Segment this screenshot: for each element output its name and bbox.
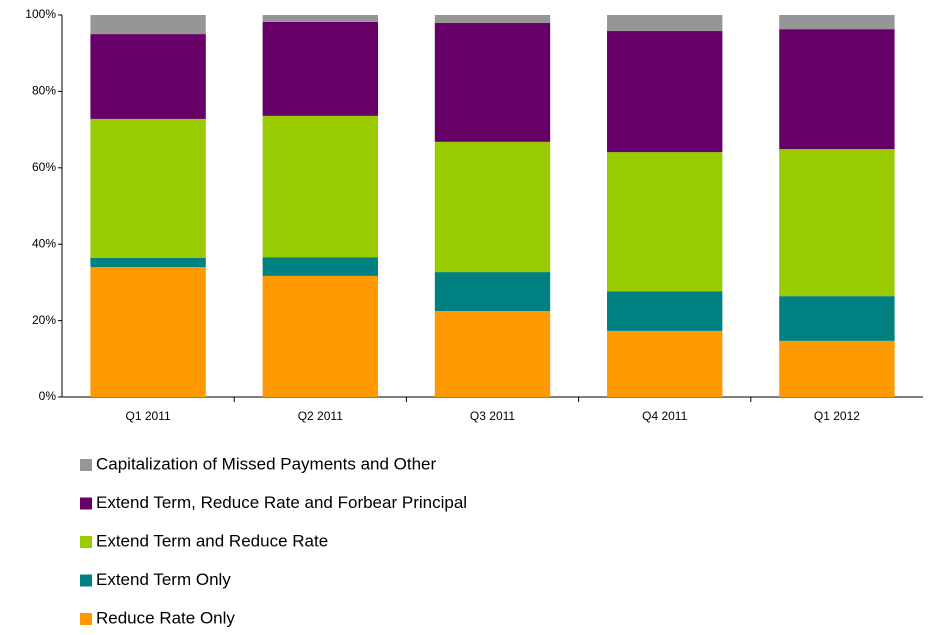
legend-swatch: [80, 459, 92, 471]
bar-segment: [90, 267, 206, 397]
legend-label: Extend Term Only: [96, 570, 231, 589]
bar-segment: [90, 15, 206, 35]
x-tick-label: Q3 2011: [470, 409, 515, 423]
bar-segment: [262, 115, 378, 258]
bar-segment: [607, 291, 723, 331]
legend-label: Extend Term and Reduce Rate: [96, 531, 328, 550]
bar-segment: [434, 15, 551, 24]
bar-segment: [607, 152, 723, 292]
y-tick-label: 0%: [39, 389, 57, 403]
y-tick-label: 80%: [32, 84, 56, 98]
x-tick-label: Q2 2011: [298, 409, 343, 423]
x-tick-label: Q1 2012: [814, 409, 860, 423]
bar-segment: [779, 149, 895, 297]
bar-segment: [779, 15, 895, 30]
legend-label: Reduce Rate Only: [96, 608, 235, 627]
bar-segment: [262, 21, 378, 116]
bar-segment: [607, 31, 723, 153]
legend-label: Extend Term, Reduce Rate and Forbear Pri…: [96, 493, 467, 512]
legend-swatch: [80, 536, 92, 548]
y-tick-label: 60%: [32, 160, 56, 174]
bar-segment: [607, 15, 723, 32]
bar-segment: [607, 330, 723, 397]
y-tick-label: 40%: [32, 236, 56, 250]
bar-segment: [779, 29, 895, 150]
bar-segment: [779, 296, 895, 341]
bar-segment: [434, 141, 551, 273]
y-tick-label: 100%: [25, 7, 56, 21]
bar-segment: [434, 272, 551, 312]
legend-swatch: [80, 574, 92, 587]
bar-segment: [90, 34, 206, 119]
legend-swatch: [80, 497, 92, 510]
bar-segment: [434, 23, 551, 142]
y-tick-label: 20%: [32, 313, 56, 327]
x-tick-label: Q4 2011: [642, 409, 687, 423]
bar-segment: [90, 257, 206, 268]
bar-segment: [262, 15, 378, 22]
legend-swatch: [80, 613, 92, 625]
bar-segment: [262, 257, 378, 276]
bar-segment: [90, 118, 206, 258]
bar-segment: [434, 311, 551, 397]
x-tick-label: Q1 2011: [126, 409, 171, 423]
bar-segment: [262, 275, 378, 397]
bar-segment: [779, 340, 895, 397]
legend-label: Capitalization of Missed Payments and Ot…: [96, 454, 437, 473]
